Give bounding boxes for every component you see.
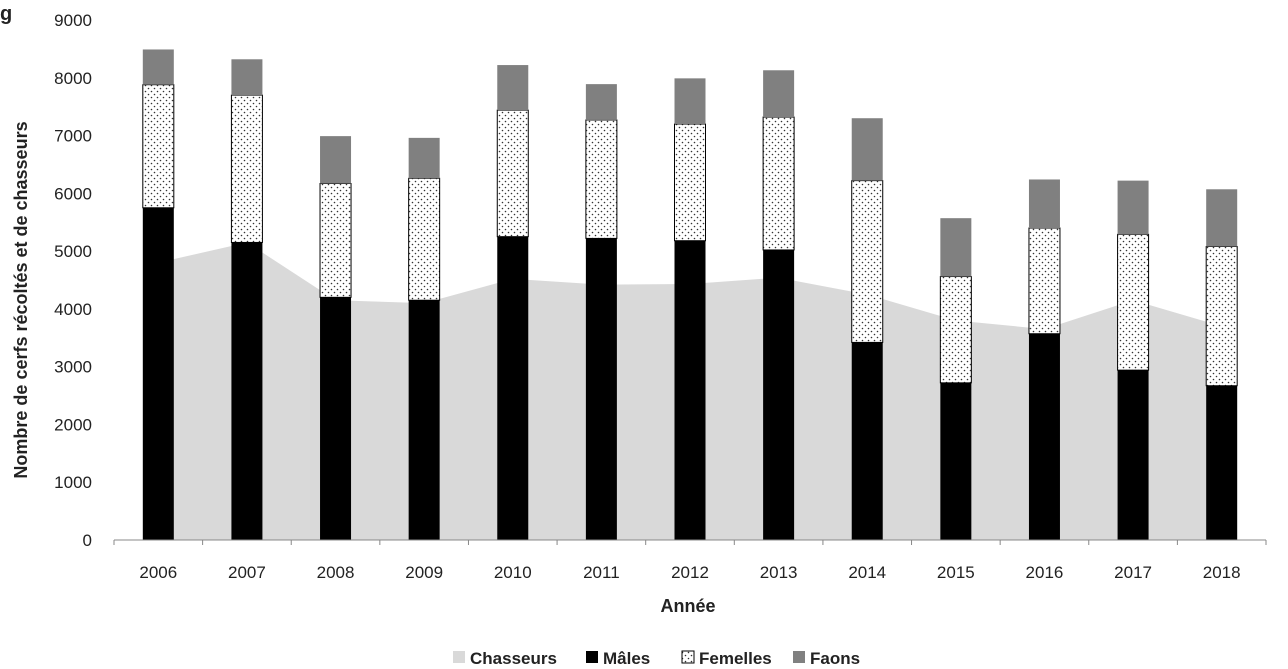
legend-swatch-femelles — [681, 650, 695, 664]
bar-faons-2018 — [1206, 189, 1238, 247]
x-tick-label: 2014 — [848, 563, 886, 582]
x-tick-label: 2007 — [228, 563, 266, 582]
bar-mles-2007 — [231, 242, 263, 540]
y-tick-label: 5000 — [54, 242, 92, 261]
x-tick-label: 2013 — [760, 563, 798, 582]
bar-femelles-2011 — [585, 119, 618, 239]
bar-faons-2015 — [940, 218, 972, 277]
legend-swatch-chasseurs — [453, 651, 465, 663]
x-tick-label: 2016 — [1026, 563, 1064, 582]
bar-faons-2007 — [231, 59, 263, 96]
bar-mles-2017 — [1117, 370, 1149, 540]
legend: Chasseurs Mâles Femelles Faons — [453, 649, 860, 668]
bar-faons-2014 — [851, 118, 883, 181]
bar-femelles-2009 — [408, 177, 441, 301]
bar-mles-2009 — [408, 300, 440, 540]
bar-faons-2010 — [497, 65, 529, 111]
bar-femelles-2014 — [851, 180, 884, 343]
y-tick-label: 4000 — [54, 300, 92, 319]
y-tick-label: 6000 — [54, 184, 92, 203]
bar-faons-2009 — [408, 137, 440, 179]
y-tick-label: 1000 — [54, 473, 92, 492]
bar-femelles-2007 — [230, 94, 263, 243]
bar-femelles-2010 — [496, 109, 529, 238]
bar-mles-2014 — [851, 342, 883, 540]
bar-mles-2018 — [1206, 385, 1238, 540]
bar-femelles-2012 — [674, 123, 706, 242]
bars-layer — [142, 49, 1238, 540]
bar-mles-2015 — [940, 382, 972, 540]
x-tick-label: 2009 — [405, 563, 443, 582]
bar-mles-2016 — [1028, 333, 1060, 540]
bar-femelles-2015 — [939, 276, 972, 384]
y-tick-label: 0 — [83, 531, 92, 550]
y-tick-label: 7000 — [54, 127, 92, 146]
x-tick-label: 2017 — [1114, 563, 1152, 582]
bar-femelles-2016 — [1028, 227, 1061, 335]
bar-femelles-2006 — [142, 84, 175, 209]
x-tick-label: 2011 — [583, 563, 620, 582]
bar-mles-2006 — [142, 207, 174, 540]
x-tick-label: 2015 — [937, 563, 975, 582]
bar-faons-2013 — [763, 70, 795, 118]
x-axis-title: Année — [660, 596, 715, 616]
bar-femelles-2018 — [1205, 245, 1238, 387]
legend-swatch-mles — [586, 651, 598, 663]
y-tick-label: 2000 — [54, 415, 92, 434]
x-tick-label: 2006 — [139, 563, 177, 582]
y-axis-ticks: 0 1000 2000 3000 4000 5000 6000 7000 8000 9000 — [54, 11, 92, 550]
bar-faons-2012 — [674, 78, 706, 124]
bar-faons-2017 — [1117, 180, 1149, 235]
legend-label-femelles: Femelles — [699, 649, 772, 668]
bar-faons-2011 — [585, 84, 617, 120]
bar-faons-2006 — [142, 49, 174, 85]
y-tick-label: 8000 — [54, 69, 92, 88]
x-tick-label: 2012 — [671, 563, 709, 582]
legend-swatch-faons — [793, 651, 805, 663]
legend-label-faons: Faons — [810, 649, 860, 668]
bar-mles-2013 — [763, 249, 795, 540]
x-axis-ticks: 2006 2007 2008 2009 2010 2011 2012 2013 2014 2015… — [113, 540, 1267, 582]
bar-femelles-2017 — [1117, 233, 1150, 371]
bar-faons-2008 — [320, 136, 352, 184]
legend-label-mles: Mâles — [603, 649, 650, 668]
x-tick-label: 2008 — [317, 563, 355, 582]
bar-mles-2011 — [585, 238, 617, 540]
legend-label-chasseurs: Chasseurs — [470, 649, 557, 668]
x-tick-label: 2018 — [1203, 563, 1241, 582]
y-axis-title: Nombre de cerfs récoltés et de chasseurs — [11, 121, 31, 478]
y-tick-label: 3000 — [54, 358, 92, 377]
bar-femelles-2008 — [319, 183, 352, 298]
x-tick-label: 2010 — [494, 563, 532, 582]
chart-title-fragment: g — [0, 3, 12, 25]
bar-mles-2010 — [497, 236, 529, 540]
y-tick-label: 9000 — [54, 11, 92, 30]
bar-femelles-2013 — [762, 116, 795, 251]
bar-faons-2016 — [1028, 179, 1060, 228]
bar-mles-2012 — [674, 240, 706, 540]
bar-mles-2008 — [320, 297, 352, 540]
